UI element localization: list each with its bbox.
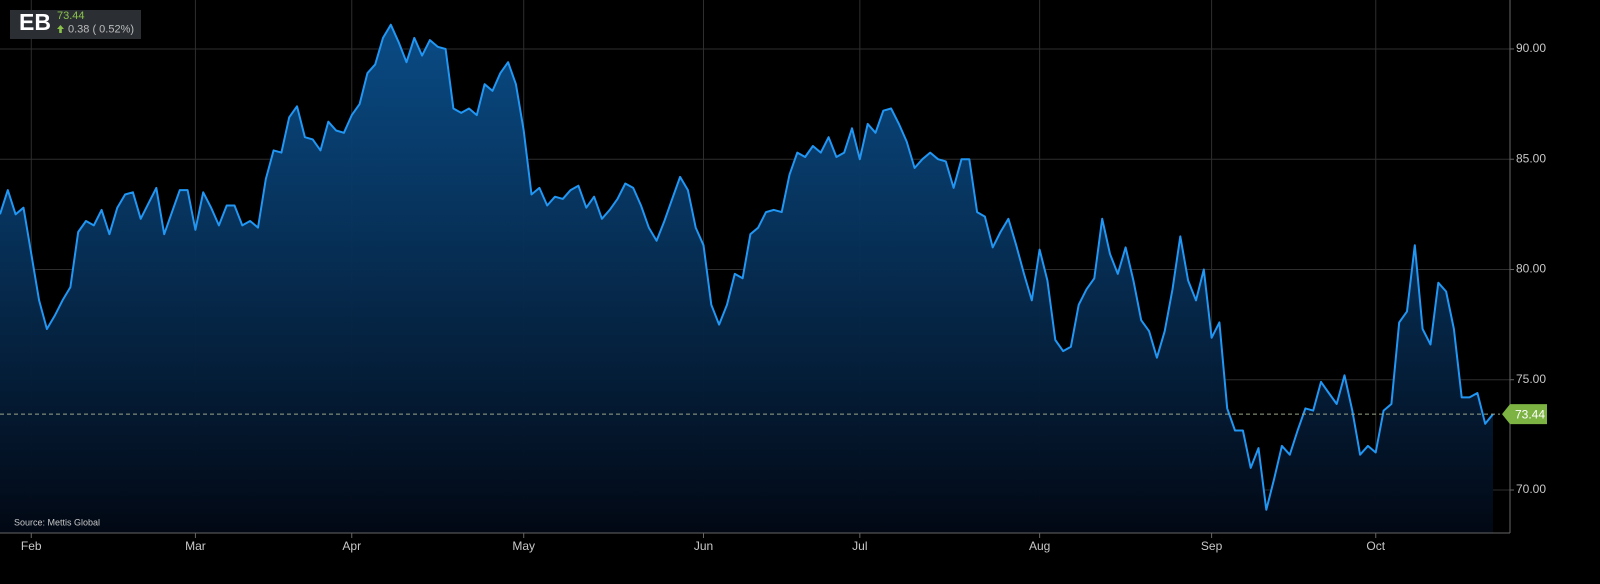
plot: [0, 23, 1494, 533]
y-tick-label: 70.00: [1516, 482, 1546, 496]
x-tick-label: Jul: [852, 539, 867, 553]
x-tick-label: Feb: [21, 539, 42, 553]
symbol: EB: [19, 9, 51, 35]
y-tick-label: 85.00: [1516, 151, 1546, 165]
x-tick-label: Sep: [1201, 539, 1223, 553]
line: [0, 23, 1494, 511]
x-tick-label: Aug: [1029, 539, 1050, 553]
quote-change: 0.38 ( 0.52%): [68, 23, 134, 35]
x-tick-label: Apr: [342, 539, 361, 553]
quote-box: EB 73.44 0.38 ( 0.52%): [10, 9, 141, 39]
quote-price: 73.44: [57, 10, 85, 22]
y-tick-label: 75.00: [1516, 372, 1546, 386]
x-tick-label: Oct: [1366, 539, 1385, 553]
price-tag: [1502, 404, 1547, 425]
x-tick-label: Jun: [694, 539, 713, 553]
price-tag-label: 73.44: [1515, 407, 1545, 421]
x-tick-label: May: [512, 539, 535, 553]
area: [0, 24, 1493, 533]
source: Source: Mettis Global: [14, 517, 100, 527]
x-tick-label: Mar: [185, 539, 206, 553]
y-tick-label: 90.00: [1516, 41, 1546, 55]
y-tick-label: 80.00: [1516, 262, 1546, 276]
quote-bg: [10, 10, 141, 39]
up-arrow: [57, 25, 64, 33]
